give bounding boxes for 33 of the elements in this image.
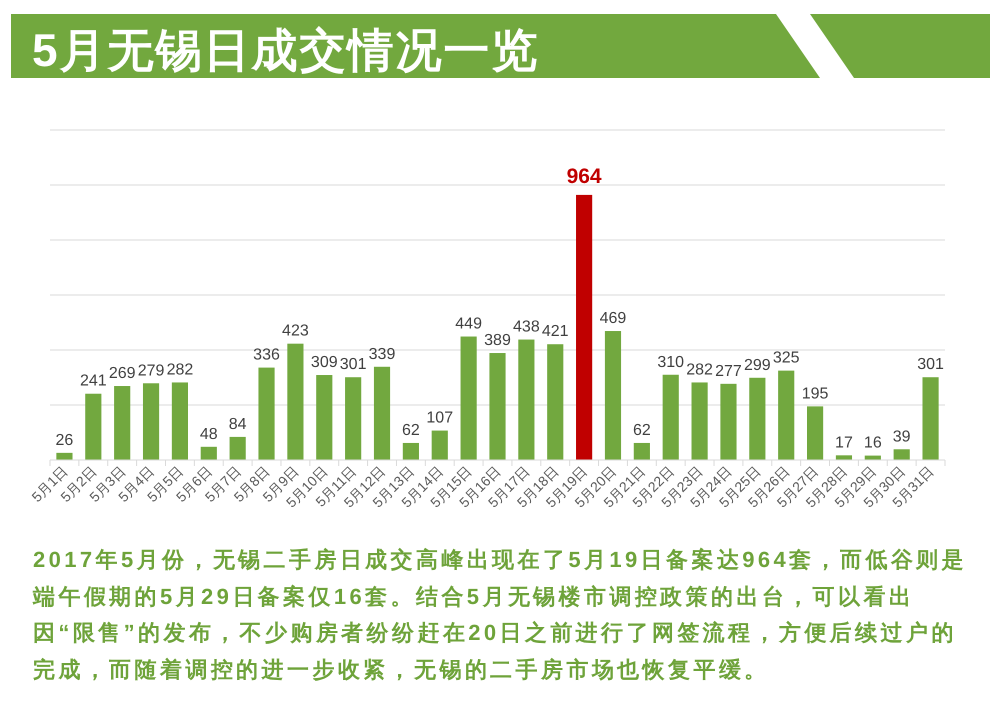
data-label: 277 bbox=[715, 362, 742, 380]
data-label: 449 bbox=[455, 316, 482, 333]
data-label: 279 bbox=[138, 362, 164, 380]
data-label: 241 bbox=[80, 372, 107, 390]
text: 2017年5月份，无锡二手房日成交高峰出现在了5月19日备案达964套，而低谷则是端午假期的5月29日备案仅16套。结合5月无锡楼市调控政策的出台，可以看出因“限售”的发布，不少购房者纷纷赶在20日之前进行了网签流程，方便后续过户的完成，而随着调控的进一步收紧，无锡的二手房市场也恢复平缓。 bbox=[33, 546, 968, 684]
data-label: 299 bbox=[744, 356, 771, 374]
data-label: 48 bbox=[200, 426, 218, 443]
data-label: 309 bbox=[310, 354, 338, 372]
data-label: 107 bbox=[426, 410, 454, 427]
data-label: 421 bbox=[542, 323, 569, 340]
data-label: 62 bbox=[632, 422, 651, 439]
data-label: 389 bbox=[484, 332, 511, 350]
data-label: 269 bbox=[108, 365, 136, 382]
data-label: 282 bbox=[166, 361, 194, 378]
data-label: 39 bbox=[892, 428, 911, 446]
data-label: 26 bbox=[56, 432, 74, 449]
chart-title: 5月无锡日成交情况一览 bbox=[32, 24, 540, 76]
data-label: 301 bbox=[917, 356, 944, 374]
data-label: 423 bbox=[282, 322, 309, 340]
data-label: 310 bbox=[657, 354, 684, 371]
data-label: 16 bbox=[864, 434, 882, 452]
data-label: 339 bbox=[368, 346, 396, 363]
data-label: 301 bbox=[340, 356, 367, 374]
data-label: 195 bbox=[802, 385, 829, 402]
data-label: 964 bbox=[566, 164, 602, 188]
data-label: 336 bbox=[253, 346, 280, 364]
data-label: 62 bbox=[402, 422, 420, 439]
data-label: 17 bbox=[835, 434, 853, 452]
data-label: 282 bbox=[686, 361, 714, 378]
data-label: 84 bbox=[228, 416, 247, 433]
data-label: 325 bbox=[772, 350, 800, 367]
data-label: 469 bbox=[600, 310, 626, 328]
data-label: 438 bbox=[513, 318, 540, 336]
